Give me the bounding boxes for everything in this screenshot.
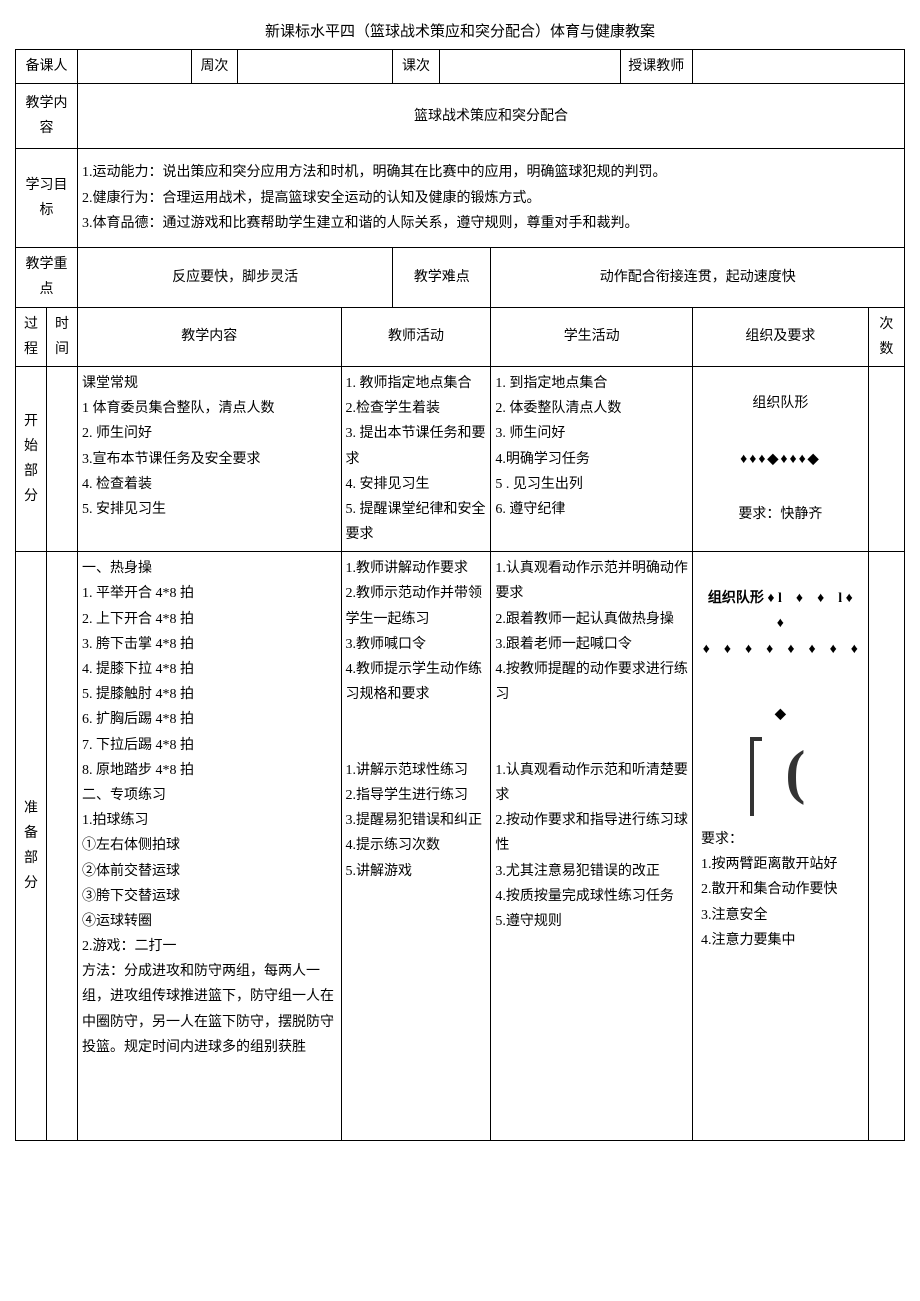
col-org: 组织及要求 [692, 307, 868, 366]
prep-org-line1: 组织队形 ♦ l ♦ ♦ l ♦ [697, 586, 864, 611]
court-diagram: ( [730, 737, 830, 817]
prep-student: 1.认真观看动作示范并明确动作要求 2.跟着教师一起认真做热身操 3.跟着老师一… [491, 552, 693, 1141]
start-student: 1. 到指定地点集合 2. 体委整队清点人数 3. 师生问好 4.明确学习任务 … [491, 366, 693, 551]
prep-org-diamond: ◆ [697, 702, 864, 727]
diff-label: 教学难点 [393, 248, 491, 307]
start-label: 开始部分 [16, 366, 47, 551]
col-process: 过程 [16, 307, 47, 366]
week-label: 周次 [191, 50, 238, 84]
prep-teacher: 1.教师讲解动作要求 2.教师示范动作并带领学生一起练习 3.教师喊口令 4.教… [341, 552, 491, 1141]
start-count [868, 366, 904, 551]
key-label: 教学重点 [16, 248, 78, 307]
col-student: 学生活动 [491, 307, 693, 366]
start-org-title: 组织队形 [697, 391, 864, 416]
teacher-label: 授课教师 [620, 50, 692, 84]
goals-text: 1.运动能力：说出策应和突分应用方法和时机，明确其在比赛中的应用，明确篮球犯规的… [78, 149, 905, 248]
diff-value: 动作配合衔接连贯，起动速度快 [491, 248, 905, 307]
prep-org: 组织队形 ♦ l ♦ ♦ l ♦ ♦ ♦ ♦ ♦ ♦ ♦ ♦ ♦ ♦ ◆ ( 要… [692, 552, 868, 1141]
col-content: 教学内容 [78, 307, 342, 366]
page-title: 新课标水平四（篮球战术策应和突分配合）体育与健康教案 [10, 20, 910, 41]
teacher-value [692, 50, 904, 84]
start-formation: ♦♦♦◆♦♦♦◆ [697, 447, 864, 472]
prep-label: 准备部分 [16, 552, 47, 1141]
start-org: 组织队形 ♦♦♦◆♦♦♦◆ 要求：快静齐 [692, 366, 868, 551]
prep-content: 一、热身操 1. 平举开合 4*8 拍 2. 上下开合 4*8 拍 3. 胯下击… [78, 552, 342, 1141]
lesson-value [439, 50, 620, 84]
lesson-plan-table: 备课人 周次 课次 授课教师 教学内容 篮球战术策应和突分配合 学习目标 1.运… [15, 49, 905, 1141]
start-org-req: 要求：快静齐 [697, 502, 864, 527]
key-value: 反应要快，脚步灵活 [78, 248, 393, 307]
preparer-label: 备课人 [16, 50, 78, 84]
week-value [238, 50, 393, 84]
col-count: 次数 [868, 307, 904, 366]
goals-label: 学习目标 [16, 149, 78, 248]
prep-count [868, 552, 904, 1141]
col-teacher: 教师活动 [341, 307, 491, 366]
prep-org-mid: ♦ [697, 611, 864, 636]
prep-org-req: 要求： 1.按两臂距离散开站好 2.散开和集合动作要快 3.注意安全 4.注意力… [697, 827, 864, 953]
start-content: 课堂常规 1 体育委员集合整队，清点人数 2. 师生问好 3.宣布本节课任务及安… [78, 366, 342, 551]
lesson-label: 课次 [393, 50, 440, 84]
preparer-value [78, 50, 192, 84]
col-time: 时间 [47, 307, 78, 366]
content-label: 教学内容 [16, 84, 78, 149]
start-teacher: 1. 教师指定地点集合 2.检查学生着装 3. 提出本节课任务和要求 4. 安排… [341, 366, 491, 551]
prep-org-line2: ♦ ♦ ♦ ♦ ♦ ♦ ♦ ♦ [697, 637, 864, 662]
content-value: 篮球战术策应和突分配合 [78, 84, 905, 149]
start-time [47, 366, 78, 551]
prep-time [47, 552, 78, 1141]
